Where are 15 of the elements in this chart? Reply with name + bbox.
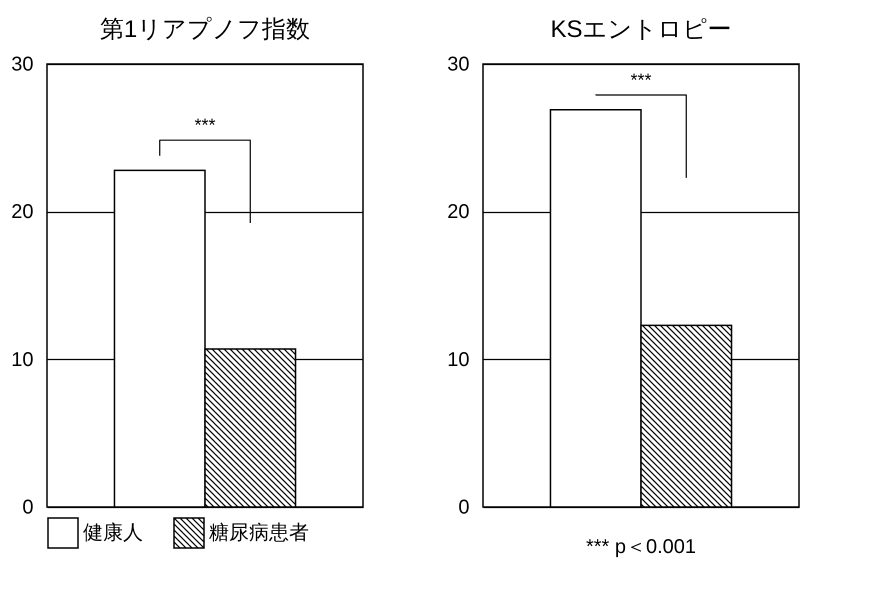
y-tick-label: 0 [22, 496, 34, 518]
legend-label: 糖尿病患者 [209, 522, 309, 544]
y-tick-label: 20 [11, 201, 34, 224]
annotation: *** [194, 115, 216, 136]
chart-title: 第1リアプノフ指数 [100, 16, 310, 43]
y-tick-label: 10 [11, 348, 34, 371]
text: *** p＜0.001 [586, 536, 696, 558]
annotation: *** [630, 70, 652, 90]
y-tick-label: 30 [447, 54, 470, 76]
y-tick-label: 10 [447, 348, 470, 371]
chart-title: KSエントロピー [550, 16, 732, 43]
y-tick-label: 0 [458, 496, 470, 518]
y-tick-label: 30 [11, 54, 34, 76]
legend-label: 健康人 [83, 522, 143, 544]
y-tick-label: 20 [447, 201, 470, 224]
